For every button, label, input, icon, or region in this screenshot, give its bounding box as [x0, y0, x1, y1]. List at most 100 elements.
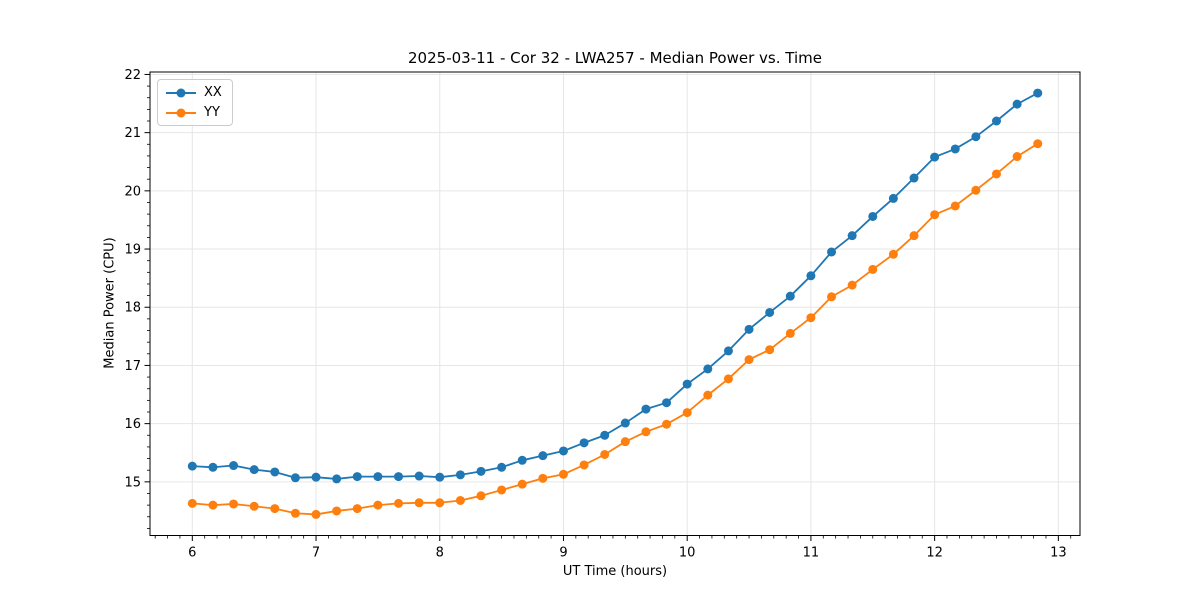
data-point-xx [868, 211, 878, 221]
y-tick-label: 17 [124, 359, 141, 374]
data-point-xx [538, 451, 548, 461]
data-point-yy [930, 210, 940, 220]
legend-line-marker-icon [166, 108, 196, 117]
data-point-yy [497, 485, 507, 495]
y-tick-label: 20 [124, 184, 141, 199]
data-point-xx [785, 291, 795, 301]
data-point-yy [600, 449, 610, 459]
x-tick-label: 13 [1050, 546, 1067, 561]
data-point-xx [950, 144, 960, 154]
data-point-yy [971, 185, 981, 195]
data-point-yy [950, 201, 960, 211]
data-point-xx [476, 466, 486, 476]
data-point-xx [827, 247, 837, 257]
data-point-yy [1033, 139, 1043, 149]
data-point-xx [414, 471, 424, 481]
y-tick-label: 15 [124, 475, 141, 490]
data-point-yy [620, 437, 630, 447]
x-tick-label: 11 [803, 546, 820, 561]
data-point-xx [600, 430, 610, 440]
data-point-xx [249, 465, 259, 475]
legend: XX YY [157, 79, 233, 126]
data-point-yy [868, 264, 878, 274]
data-point-yy [827, 292, 837, 302]
data-point-yy [744, 355, 754, 365]
data-point-xx [517, 455, 527, 465]
legend-entry-yy: YY [164, 105, 222, 120]
axes-spines [149, 71, 1081, 536]
data-point-yy [229, 499, 239, 509]
data-point-yy [723, 374, 733, 384]
x-tick-label: 7 [312, 546, 320, 561]
data-point-xx [971, 132, 981, 142]
y-tick-label: 21 [124, 126, 141, 141]
data-point-xx [311, 472, 321, 482]
data-point-xx [497, 462, 507, 472]
legend-label-xx: XX [204, 85, 222, 100]
x-tick-label: 6 [188, 546, 196, 561]
x-axis-label: UT Time (hours) [562, 564, 668, 579]
data-point-xx [723, 346, 733, 356]
data-point-yy [311, 509, 321, 519]
data-point-xx [682, 379, 692, 389]
data-point-yy [682, 408, 692, 418]
data-point-yy [703, 390, 713, 400]
data-point-yy [662, 419, 672, 429]
legend-label-yy: YY [204, 105, 220, 120]
data-point-yy [290, 508, 300, 518]
x-tick-label: 8 [436, 546, 444, 561]
data-point-xx [1012, 99, 1022, 109]
data-point-xx [703, 364, 713, 374]
data-point-xx [744, 324, 754, 334]
data-point-xx [394, 472, 404, 482]
data-point-yy [332, 506, 342, 516]
data-point-xx [806, 271, 816, 281]
x-tick-label: 12 [926, 546, 943, 561]
data-point-xx [888, 193, 898, 203]
data-point-yy [373, 500, 383, 510]
y-tick-label: 22 [124, 68, 141, 83]
x-tick-label: 10 [679, 546, 696, 561]
data-point-yy [806, 313, 816, 323]
data-point-yy [187, 498, 197, 508]
data-point-yy [394, 498, 404, 508]
data-point-yy [538, 473, 548, 483]
data-point-yy [991, 169, 1001, 179]
data-point-yy [435, 498, 445, 508]
data-point-xx [455, 470, 465, 480]
data-point-xx [909, 173, 919, 183]
y-tick-label: 19 [124, 243, 141, 258]
data-point-xx [662, 398, 672, 408]
data-point-xx [1033, 88, 1043, 98]
data-point-xx [847, 231, 857, 241]
data-point-xx [208, 462, 218, 472]
data-point-yy [249, 501, 259, 511]
y-tick-label: 18 [124, 301, 141, 316]
data-point-yy [208, 500, 218, 510]
series-line-xx [192, 92, 1039, 480]
legend-entry-xx: XX [164, 85, 222, 100]
chart-title: 2025-03-11 - Cor 32 - LWA257 - Median Po… [408, 49, 822, 67]
data-point-xx [579, 438, 589, 448]
data-point-yy [847, 280, 857, 290]
data-point-xx [558, 446, 568, 456]
data-point-xx [352, 472, 362, 482]
data-point-xx [229, 461, 239, 471]
data-point-yy [270, 504, 280, 514]
data-point-xx [991, 116, 1001, 126]
data-point-xx [187, 461, 197, 471]
x-tick-label: 9 [559, 546, 567, 561]
data-point-yy [579, 460, 589, 470]
data-point-xx [373, 472, 383, 482]
data-point-yy [558, 469, 568, 479]
data-point-xx [641, 404, 651, 414]
data-point-yy [414, 498, 424, 508]
data-point-xx [930, 152, 940, 162]
y-tick-label: 16 [124, 417, 141, 432]
data-point-xx [435, 472, 445, 482]
data-point-yy [476, 491, 486, 501]
data-point-yy [455, 495, 465, 505]
data-point-xx [270, 467, 280, 477]
